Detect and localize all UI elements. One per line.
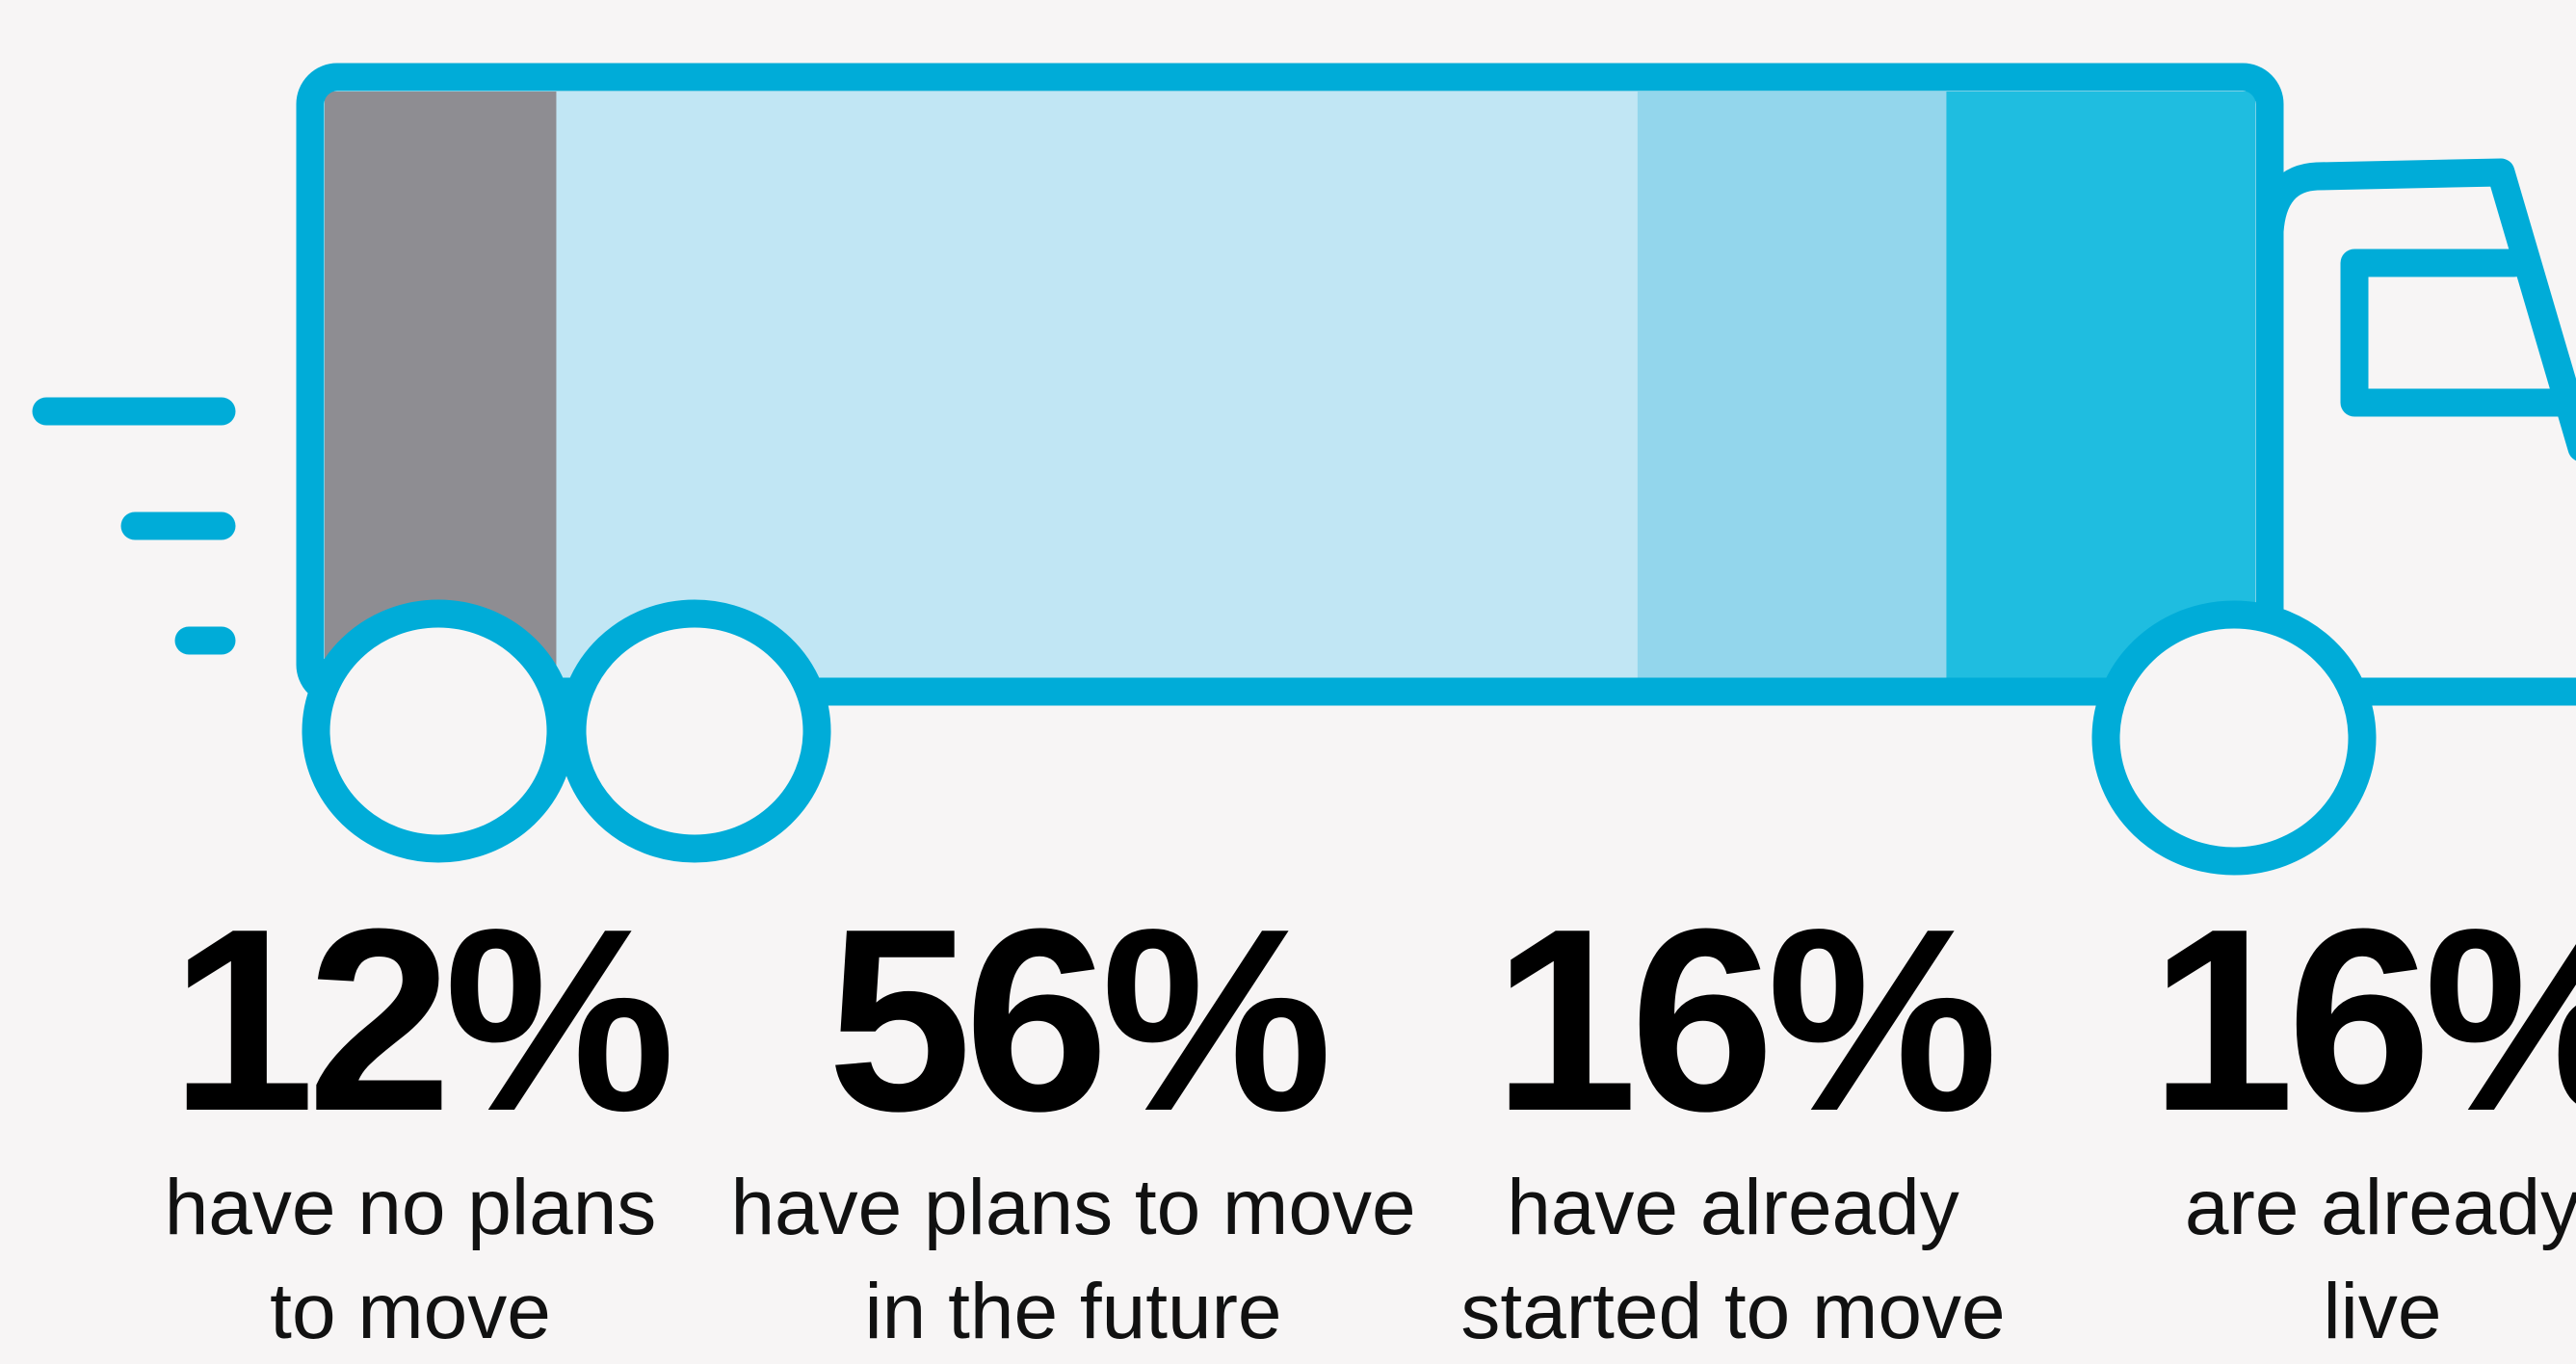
category-label: have already started to move [1460, 1164, 2006, 1355]
category-label: have plans to move in the future [730, 1164, 1416, 1355]
segments [325, 92, 2255, 678]
percent-label: 12% [170, 876, 675, 1166]
segment [1637, 92, 1947, 678]
wheel [2091, 600, 2377, 876]
segment [1946, 92, 2255, 678]
category-label: have no plans to move [164, 1164, 657, 1355]
truck-box [296, 63, 2284, 706]
wheels [302, 599, 2377, 876]
cab [2255, 158, 2576, 461]
category-label: are already live [2184, 1164, 2576, 1355]
segment [325, 92, 557, 678]
percent-label: 56% [827, 876, 1332, 1166]
percent-label: 16% [1492, 876, 1998, 1166]
segment [556, 92, 1638, 678]
wheel [302, 599, 575, 863]
percent-label: 16% [2149, 876, 2576, 1166]
cab-window [2340, 249, 2576, 417]
wheel [558, 599, 831, 863]
